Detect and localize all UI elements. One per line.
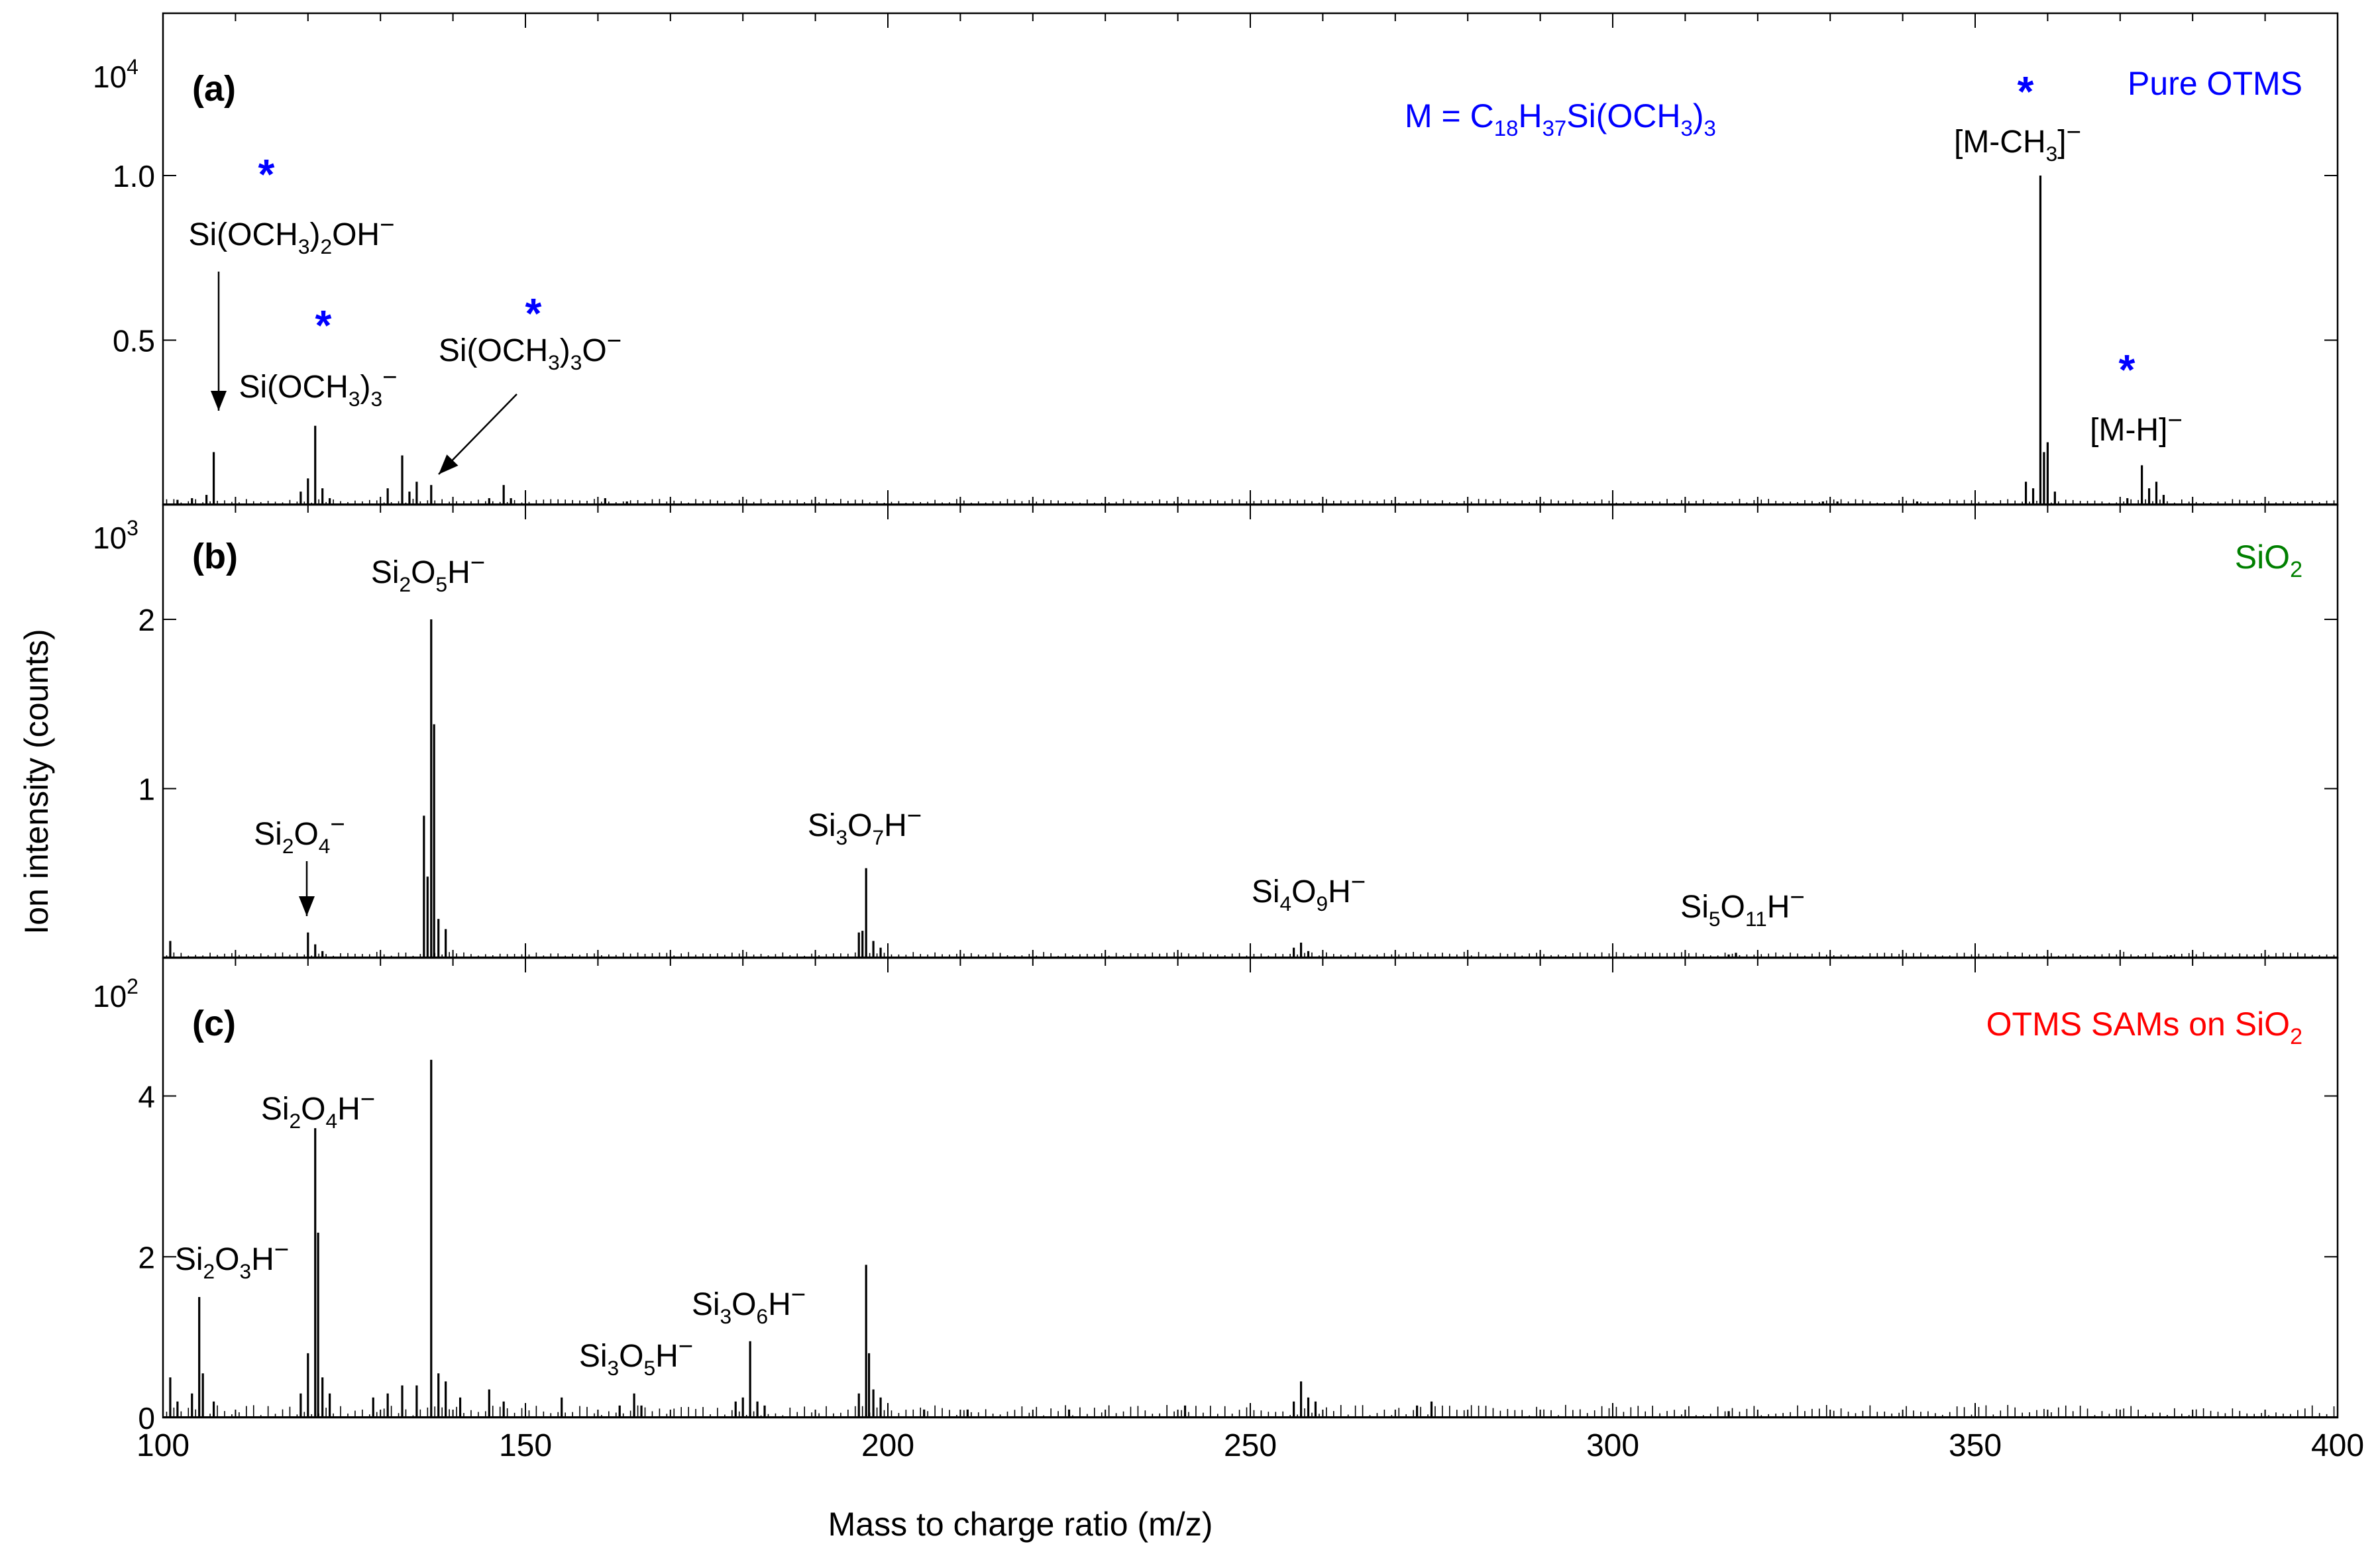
formula-label: M = C18H37Si(OCH3)3 [1405, 97, 1716, 140]
y-tick-label: 4 [138, 1080, 155, 1114]
x-tick-label: 150 [499, 1428, 552, 1463]
star-marker: * [525, 289, 542, 337]
y-tick-label: 1.0 [113, 159, 155, 193]
peak-annotation: Si2O4− [254, 810, 345, 858]
star-marker: * [315, 301, 332, 349]
x-tick-label: 250 [1224, 1428, 1277, 1463]
peak-annotation: Si5O11H− [1680, 883, 1805, 931]
y-tick-label: 0.5 [113, 324, 155, 358]
y-tick-label: 2 [138, 1240, 155, 1274]
x-axis-label: Mass to charge ratio (m/z) [828, 1506, 1213, 1543]
panel-label: (b) [192, 537, 238, 576]
panel-label: (a) [192, 69, 236, 109]
x-tick-label: 200 [861, 1428, 914, 1463]
peak-annotation: Si(OCH3)3− [239, 363, 398, 411]
star-marker: * [2018, 68, 2034, 115]
panel-frame [162, 503, 2339, 959]
sample-label: SiO2 [2235, 539, 2302, 582]
panel-label: (c) [192, 1004, 236, 1043]
y-tick-label: 1 [138, 772, 155, 807]
y-multiplier: 104 [93, 55, 138, 94]
y-axis-label: Ion intensity (counts) [18, 629, 55, 934]
x-tick-label: 100 [136, 1428, 189, 1463]
panel-frame [162, 12, 2339, 506]
peak-annotation: [M-H]− [2090, 406, 2183, 448]
sample-label: Pure OTMS [2128, 65, 2302, 102]
star-marker: * [258, 150, 275, 198]
peak-annotation: Si3O7H− [808, 802, 922, 849]
peak-annotation: Si(OCH3)2OH− [189, 211, 395, 258]
peak-annotation: Si2O4H− [261, 1085, 375, 1133]
y-multiplier: 103 [93, 516, 138, 555]
peak-annotation: Si2O3H− [175, 1235, 289, 1283]
peak-annotation: Si(OCH3)3O− [439, 327, 622, 374]
y-tick-label: 0 [138, 1401, 155, 1435]
arrow-head [299, 896, 315, 916]
peak-annotation: Si3O5H− [579, 1332, 693, 1380]
peak-annotation: Si3O6H− [692, 1280, 806, 1328]
sample-label: OTMS SAMs on SiO2 [1986, 1006, 2302, 1049]
peak-annotation: Si2O5H− [371, 548, 485, 596]
peak-annotation: Si4O9H− [1252, 868, 1366, 915]
arrow-head [211, 391, 227, 411]
arrow-head [439, 454, 459, 474]
x-tick-label: 300 [1586, 1428, 1639, 1463]
peak-annotation: [M-CH3]− [1954, 118, 2081, 166]
y-tick-label: 2 [138, 603, 155, 637]
x-tick-label: 350 [1949, 1428, 2002, 1463]
y-multiplier: 102 [93, 974, 138, 1014]
star-marker: * [2119, 346, 2136, 393]
x-tick-label: 400 [2311, 1428, 2364, 1463]
